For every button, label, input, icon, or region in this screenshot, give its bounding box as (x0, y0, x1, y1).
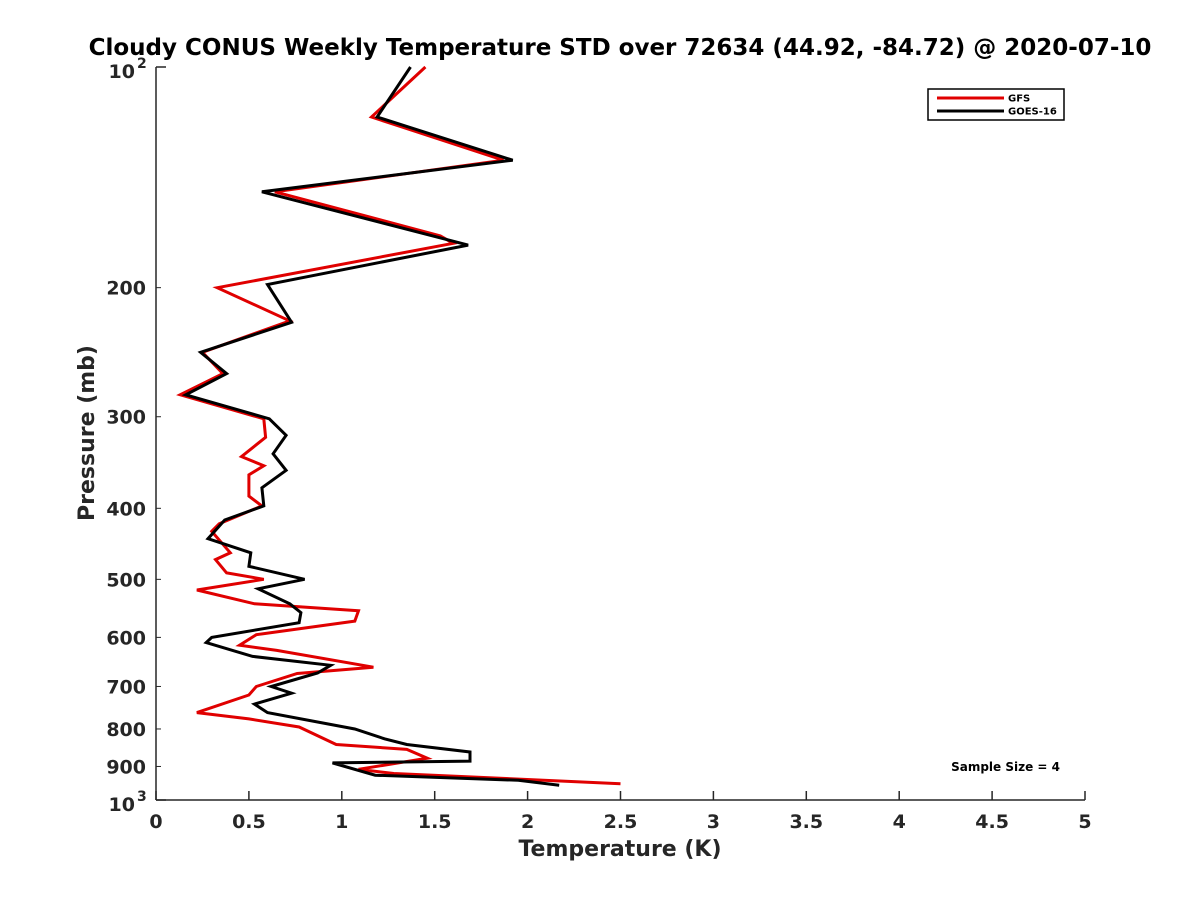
series-lines (176, 65, 621, 787)
chart-title: Cloudy CONUS Weekly Temperature STD over… (89, 35, 1152, 61)
legend-label: GOES-16 (1008, 107, 1057, 118)
x-tick-label: 1 (335, 811, 348, 833)
x-axis-title: Temperature (K) (518, 837, 721, 862)
y-tick-exponent: 3 (137, 789, 147, 805)
y-tick-label: 600 (106, 627, 146, 649)
y-axis-title: Pressure (mb) (75, 345, 100, 521)
legend: GFS GOES-16 (927, 88, 1065, 121)
x-tick-label: 1.5 (418, 811, 452, 833)
y-tick-exponent: 2 (137, 56, 147, 72)
y-tick-label: 200 (106, 278, 146, 300)
y-tick-label: 700 (106, 676, 146, 698)
y-tick-label: 500 (106, 569, 146, 591)
legend-box (927, 88, 1065, 121)
sample-size-annotation: Sample Size = 4 (951, 760, 1060, 774)
x-tick-label: 2.5 (604, 811, 638, 833)
x-tick-label: 4.5 (975, 811, 1009, 833)
legend-label: GFS (1008, 94, 1030, 105)
y-tick-label: 900 (106, 756, 146, 778)
axes: 0 0.5 1 1.5 2 2.5 3 3.5 4 4.5 510 210 32003004005006… (106, 56, 1091, 833)
series-line-goes-16 (181, 66, 560, 787)
y-tick-label: 10 (109, 61, 135, 83)
x-tick-label: 0.5 (232, 811, 266, 833)
y-tick-label: 300 (106, 407, 146, 429)
x-tick-label: 4 (893, 811, 906, 833)
x-tick-label: 0 (149, 811, 162, 833)
y-tick-label: 10 (109, 794, 135, 816)
y-tick-label: 800 (106, 719, 146, 741)
x-tick-label: 2 (521, 811, 534, 833)
x-tick-label: 3.5 (789, 811, 823, 833)
x-tick-label: 3 (707, 811, 720, 833)
y-tick-label: 400 (106, 498, 146, 520)
x-tick-label: 5 (1078, 811, 1091, 833)
